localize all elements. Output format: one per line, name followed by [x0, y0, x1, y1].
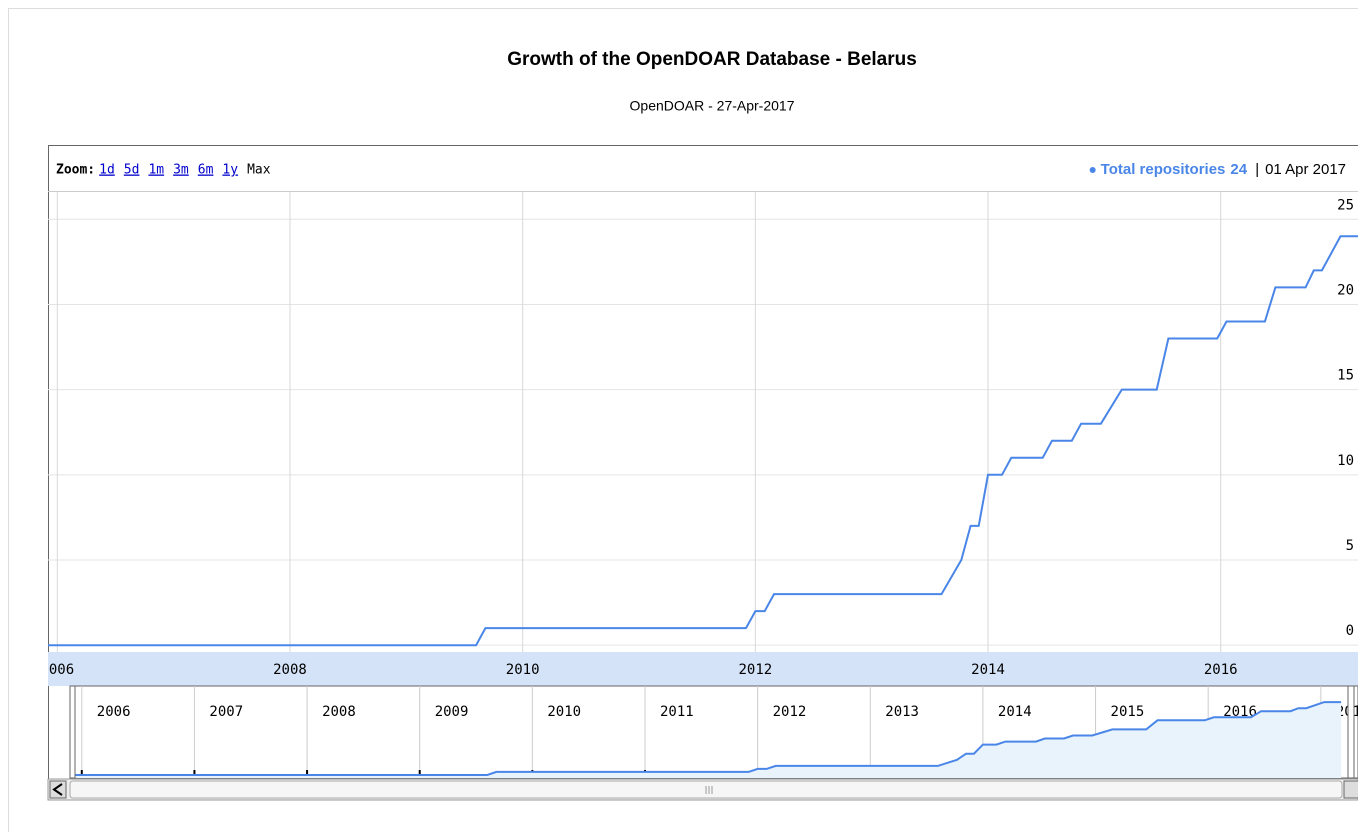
legend-date: 01 Apr 2017 — [1265, 161, 1346, 178]
navigator-label: 2011 — [660, 704, 694, 720]
y-tick-label: 20 — [1337, 282, 1354, 298]
zoom-link[interactable]: 1y — [222, 163, 238, 178]
y-tick-label: 15 — [1337, 368, 1354, 384]
zoom-link[interactable]: 1d — [99, 163, 115, 178]
axis-band — [48, 652, 1358, 686]
zoom-current: Max — [247, 163, 271, 178]
navigator-handle-left[interactable] — [70, 686, 75, 778]
navigator-label: 2012 — [773, 704, 807, 720]
navigator-label: 2009 — [435, 704, 469, 720]
scroll-right[interactable] — [1344, 781, 1358, 798]
x-tick-label: 2014 — [971, 662, 1005, 678]
navigator-handle-right[interactable] — [1348, 686, 1354, 778]
navigator-label: 2014 — [998, 704, 1032, 720]
navigator-label: 2015 — [1111, 704, 1145, 720]
y-tick-label: 25 — [1337, 197, 1354, 213]
zoom-label: Zoom: — [56, 163, 95, 178]
y-tick-label: 0 — [1346, 623, 1354, 639]
navigator-label: 2006 — [97, 704, 131, 720]
subtitle: OpenDOAR - 27-Apr-2017 — [630, 98, 795, 114]
zoom-link[interactable]: 3m — [173, 163, 189, 178]
zoom-link[interactable]: 5d — [124, 163, 140, 178]
x-tick-label: 2006 — [40, 662, 74, 678]
legend-entry: Total repositories — [1101, 161, 1226, 178]
y-tick-label: 5 — [1346, 538, 1354, 554]
x-tick-label: 2008 — [273, 662, 307, 678]
x-tick-label: 2012 — [738, 662, 772, 678]
legend-marker — [1090, 167, 1096, 173]
x-tick-label: 2016 — [1204, 662, 1238, 678]
chart-title: Growth of the OpenDOAR Database - Belaru… — [507, 49, 917, 70]
navigator-label: 2008 — [322, 704, 356, 720]
navigator-label: 2010 — [547, 704, 581, 720]
legend-sep: | — [1255, 161, 1259, 178]
zoom-link[interactable]: 6m — [198, 163, 214, 178]
navigator-label: 2013 — [885, 704, 919, 720]
x-tick-label: 2010 — [506, 662, 540, 678]
navigator-label: 2007 — [209, 704, 243, 720]
legend-value: 24 — [1230, 161, 1247, 178]
y-tick-label: 10 — [1337, 453, 1354, 469]
zoom-link[interactable]: 1m — [148, 163, 164, 178]
